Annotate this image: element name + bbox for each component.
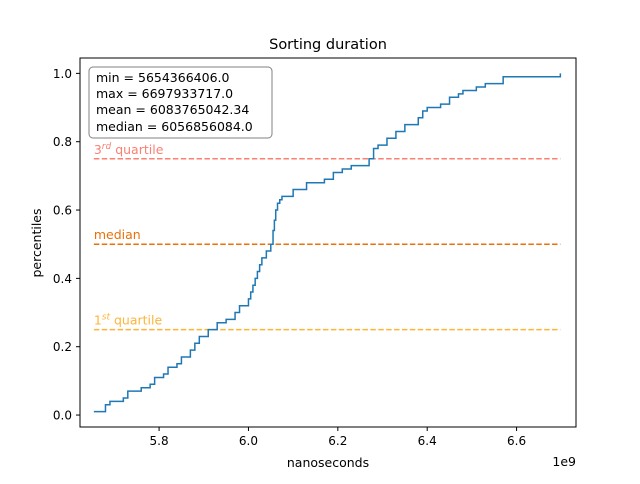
y-tick-label: 0.0	[53, 409, 72, 423]
x-axis-offset-label: 1e9	[552, 454, 576, 469]
series-line-0	[93, 73, 562, 413]
x-tick-label: 5.8	[150, 434, 169, 448]
x-axis-ticks: 5.8 6.0 6.2 6.4 6.6	[150, 427, 526, 448]
reference-label-main: median	[94, 227, 141, 242]
x-tick-label: 6.0	[239, 434, 258, 448]
stats-max: max = 6697933717.0	[96, 86, 233, 101]
stats-median: median = 6056856084.0	[96, 119, 253, 134]
reference-label-sup: rd	[102, 142, 112, 152]
stats-mean: mean = 6083765042.34	[96, 102, 249, 117]
reference-lines: 3rd quartile median 1st quartile	[93, 142, 561, 331]
reference-label-tail: quartile	[111, 142, 163, 157]
y-tick-label: 0.4	[53, 272, 72, 286]
reference-label-sup: st	[102, 313, 111, 323]
reference-label-tail: quartile	[110, 313, 162, 328]
y-tick-label: 0.6	[53, 204, 72, 218]
stats-box-frame	[88, 66, 273, 139]
series-layer	[93, 73, 562, 413]
x-axis-label: nanoseconds	[287, 455, 369, 470]
y-axis-ticks: 0.0 0.2 0.4 0.6 0.8 1.0	[53, 67, 80, 423]
reference-label-q1: 1st quartile	[94, 313, 163, 328]
x-tick-label: 6.6	[507, 434, 526, 448]
y-tick-label: 0.8	[53, 135, 72, 149]
stats-min: min = 5654366406.0	[96, 70, 229, 85]
reference-label-main: 3	[94, 142, 102, 157]
axes-frame	[79, 57, 577, 428]
y-axis-label: percentiles	[29, 208, 44, 277]
y-tick-label: 0.2	[53, 340, 72, 354]
chart-title: Sorting duration	[269, 37, 387, 53]
stats-box: min = 5654366406.0 max = 6697933717.0 me…	[88, 66, 273, 139]
x-tick-label: 6.2	[328, 434, 347, 448]
reference-label-median: median	[94, 227, 141, 242]
x-tick-label: 6.4	[418, 434, 437, 448]
y-tick-label: 1.0	[53, 67, 72, 81]
reference-label-q3: 3rd quartile	[94, 142, 164, 157]
reference-label-main: 1	[94, 313, 102, 328]
